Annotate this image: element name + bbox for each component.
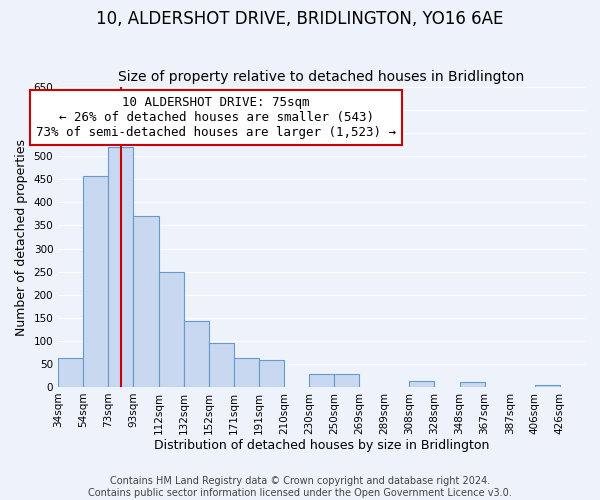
- X-axis label: Distribution of detached houses by size in Bridlington: Distribution of detached houses by size …: [154, 440, 489, 452]
- Bar: [133, 216, 158, 387]
- Bar: [158, 272, 184, 387]
- Text: 10 ALDERSHOT DRIVE: 75sqm
← 26% of detached houses are smaller (543)
73% of semi: 10 ALDERSHOT DRIVE: 75sqm ← 26% of detac…: [36, 96, 396, 139]
- Title: Size of property relative to detached houses in Bridlington: Size of property relative to detached ho…: [118, 70, 525, 85]
- Bar: [460, 382, 485, 387]
- Text: Contains HM Land Registry data © Crown copyright and database right 2024.
Contai: Contains HM Land Registry data © Crown c…: [88, 476, 512, 498]
- Bar: [259, 360, 284, 387]
- Bar: [58, 358, 83, 387]
- Bar: [309, 374, 334, 387]
- Bar: [535, 384, 560, 387]
- Text: 10, ALDERSHOT DRIVE, BRIDLINGTON, YO16 6AE: 10, ALDERSHOT DRIVE, BRIDLINGTON, YO16 6…: [97, 10, 503, 28]
- Bar: [409, 382, 434, 387]
- Y-axis label: Number of detached properties: Number of detached properties: [15, 138, 28, 336]
- Bar: [209, 343, 234, 387]
- Bar: [184, 321, 209, 387]
- Bar: [109, 146, 133, 387]
- Bar: [83, 176, 109, 387]
- Bar: [334, 374, 359, 387]
- Bar: [234, 358, 259, 387]
